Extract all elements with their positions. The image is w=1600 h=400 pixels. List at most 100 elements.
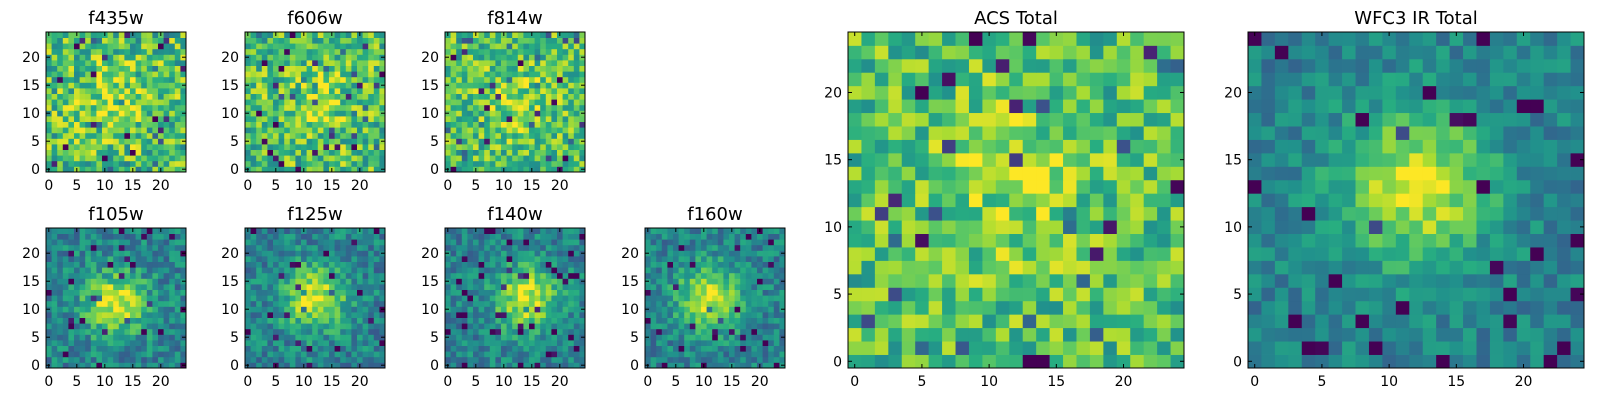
heatmap-cell: [684, 334, 691, 341]
heatmap-cell: [562, 127, 569, 134]
heatmap-cell: [90, 43, 97, 50]
heatmap-cell: [467, 160, 474, 167]
heatmap-cell: [289, 132, 296, 139]
heatmap-cell: [68, 37, 75, 44]
heatmap-cell: [489, 323, 496, 330]
heatmap-cell: [301, 104, 307, 111]
heatmap-cell: [295, 295, 302, 302]
heatmap-cell: [706, 272, 713, 279]
heatmap-cell: [523, 256, 530, 262]
heatmap-cell: [762, 356, 769, 363]
heatmap-cell: [579, 32, 586, 38]
heatmap-cell: [362, 362, 369, 369]
heatmap-cell: [673, 267, 679, 274]
heatmap-cell: [74, 99, 80, 106]
heatmap-cell: [450, 284, 457, 290]
heatmap-cell: [351, 261, 358, 268]
heatmap-cell: [118, 82, 125, 89]
heatmap-cell: [158, 261, 164, 268]
heatmap-cell: [982, 341, 997, 355]
heatmap-cell: [968, 314, 983, 329]
heatmap-cell: [523, 300, 530, 307]
heatmap-cell: [456, 82, 463, 89]
heatmap-cell: [113, 149, 120, 156]
heatmap-cell: [461, 250, 468, 257]
heatmap-cell: [124, 351, 131, 358]
heatmap-cell: [456, 351, 463, 358]
heatmap-cell: [295, 104, 302, 111]
heatmap-cell: [79, 121, 86, 128]
heatmap-cell: [695, 261, 702, 268]
heatmap-cell: [495, 82, 502, 89]
heatmap-cell: [478, 138, 485, 145]
heatmap-cell: [163, 166, 170, 173]
heatmap-cell: [523, 166, 530, 173]
heatmap-cell: [523, 93, 530, 100]
heatmap-cell: [90, 76, 97, 83]
heatmap-cell: [540, 60, 547, 66]
heatmap-cell: [1143, 233, 1158, 248]
heatmap-cell: [684, 250, 691, 257]
heatmap-cell: [306, 228, 313, 234]
heatmap-cell: [345, 149, 352, 156]
heatmap-cell: [130, 82, 136, 89]
heatmap-cell: [1089, 179, 1104, 194]
x-tick-label: 15: [323, 374, 341, 390]
heatmap-cell: [768, 356, 775, 363]
heatmap-cell: [1089, 220, 1104, 234]
heatmap-cell: [661, 267, 668, 274]
heatmap-cell: [273, 88, 279, 94]
heatmap-cell: [261, 345, 268, 352]
heatmap-cell: [345, 43, 352, 50]
heatmap-cell: [163, 362, 170, 369]
heatmap-cell: [450, 289, 457, 296]
heatmap-cell: [506, 149, 513, 156]
heatmap-cell: [745, 300, 752, 307]
heatmap-cell: [379, 127, 386, 134]
heatmap-cell: [456, 71, 463, 78]
heatmap-cell: [90, 340, 97, 346]
heatmap-cell: [461, 99, 468, 106]
heatmap-cell: [695, 340, 702, 346]
heatmap-cell: [180, 37, 187, 44]
heatmap-cell: [57, 65, 64, 72]
heatmap-cell: [256, 278, 263, 285]
heatmap-cell: [968, 300, 983, 315]
heatmap-cell: [779, 345, 786, 352]
heatmap-cell: [362, 88, 369, 94]
heatmap-cell: [955, 220, 970, 234]
heatmap-cell: [256, 99, 263, 106]
heatmap-cell: [163, 48, 170, 55]
heatmap-cell: [312, 306, 319, 313]
heatmap-cell: [345, 284, 352, 290]
heatmap-cell: [456, 155, 463, 162]
heatmap-cell: [273, 127, 279, 134]
heatmap-cell: [506, 110, 513, 117]
heatmap-cell: [489, 65, 496, 72]
heatmap-cell: [357, 71, 363, 78]
heatmap-cell: [689, 362, 696, 369]
heatmap-cell: [295, 76, 302, 83]
heatmap-cell: [46, 76, 52, 83]
heatmap-cell: [362, 328, 369, 335]
heatmap-cell: [689, 267, 696, 274]
heatmap-cell: [46, 116, 52, 122]
heatmap-cell: [484, 127, 491, 134]
heatmap-cell: [995, 354, 1010, 369]
heatmap-cell: [174, 43, 181, 50]
heatmap-cell: [757, 284, 763, 290]
heatmap-cell: [334, 345, 341, 352]
heatmap-cell: [445, 65, 451, 72]
heatmap-cell: [523, 317, 530, 324]
heatmap-cell: [317, 345, 324, 352]
heatmap-cell: [773, 300, 780, 307]
heatmap-cell: [689, 261, 696, 268]
heatmap-cell: [362, 356, 369, 363]
heatmap-cell: [317, 43, 324, 50]
heatmap-cell: [540, 155, 547, 162]
heatmap-cell: [517, 256, 524, 262]
heatmap-cell: [1036, 287, 1050, 302]
heatmap-cell: [79, 54, 86, 61]
heatmap-cell: [461, 323, 468, 330]
heatmap-cell: [135, 323, 142, 330]
